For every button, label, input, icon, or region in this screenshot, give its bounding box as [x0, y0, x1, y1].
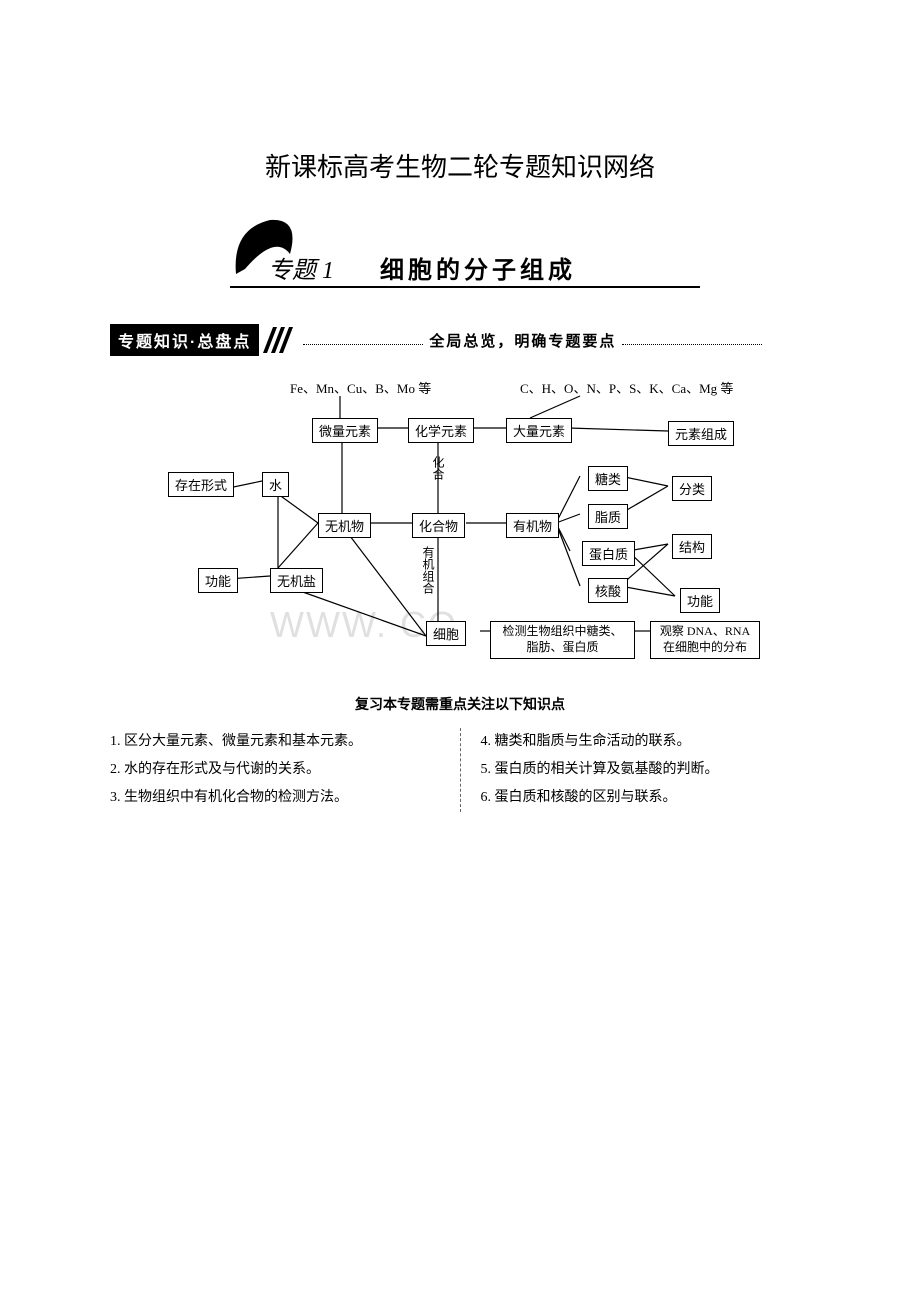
section-tag: 专题知识·总盘点 [110, 324, 259, 356]
node-observe: 观察 DNA、RNA 在细胞中的分布 [650, 621, 760, 658]
topic-header: 专题 1 细胞的分子组成 [230, 214, 810, 294]
point-right-2: 5. 蛋白质的相关计算及氨基酸的判断。 [481, 756, 811, 784]
node-function_l: 功能 [198, 568, 238, 593]
knowledge-points: 1. 区分大量元素、微量元素和基本元素。2. 水的存在形式及与代谢的关系。3. … [110, 728, 810, 812]
node-macro_elem: 大量元素 [506, 418, 572, 443]
section-bar: 专题知识·总盘点 全局总览，明确专题要点 [110, 324, 810, 356]
node-organic: 有机物 [506, 513, 559, 538]
label-macro_examples: C、H、O、N、P、S、K、Ca、Mg 等 [520, 378, 733, 397]
main-title: 新课标高考生物二轮专题知识网络 [110, 147, 810, 184]
topic-underline [230, 286, 700, 288]
points-right-col: 4. 糖类和脂质与生命活动的联系。5. 蛋白质的相关计算及氨基酸的判断。6. 蛋… [460, 728, 811, 812]
node-salt: 无机盐 [270, 568, 323, 593]
node-sugar: 糖类 [588, 466, 628, 491]
node-classify: 分类 [672, 476, 712, 501]
concept-diagram: WWW. COFe、Mn、Cu、B、Mo 等C、H、O、N、P、S、K、Ca、M… [150, 376, 770, 686]
point-right-1: 4. 糖类和脂质与生命活动的联系。 [481, 728, 811, 756]
dotted-left [303, 335, 423, 345]
slashes-icon [263, 327, 297, 353]
diagram-caption: 复习本专题需重点关注以下知识点 [110, 694, 810, 714]
page-container: 新课标高考生物二轮专题知识网络 专题 1 细胞的分子组成 专题知识·总盘点 全局… [0, 0, 920, 812]
node-chem_elem: 化学元素 [408, 418, 474, 443]
point-left-2: 2. 水的存在形式及与代谢的关系。 [110, 756, 440, 784]
node-nucleic: 核酸 [588, 578, 628, 603]
node-exist_form: 存在形式 [168, 472, 234, 497]
points-left-col: 1. 区分大量元素、微量元素和基本元素。2. 水的存在形式及与代谢的关系。3. … [110, 728, 460, 812]
node-water: 水 [262, 472, 289, 497]
node-structure: 结构 [672, 534, 712, 559]
node-detect: 检测生物组织中糖类、脂肪、蛋白质 [490, 621, 635, 658]
node-compound: 化合物 [412, 513, 465, 538]
node-inorganic: 无机物 [318, 513, 371, 538]
node-elem_comp: 元素组成 [668, 421, 734, 446]
node-cell: 细胞 [426, 621, 466, 646]
node-function_r: 功能 [680, 588, 720, 613]
node-protein: 蛋白质 [582, 541, 635, 566]
edge-label-org_combine: 有机组合 [420, 546, 437, 594]
point-left-1: 1. 区分大量元素、微量元素和基本元素。 [110, 728, 440, 756]
label-micro_examples: Fe、Mn、Cu、B、Mo 等 [290, 378, 431, 397]
edge-label-chem_combine: 化合 [430, 456, 447, 480]
node-micro_elem: 微量元素 [312, 418, 378, 443]
topic-number: 专题 1 [268, 250, 334, 285]
dotted-right [622, 335, 762, 345]
node-lipid: 脂质 [588, 504, 628, 529]
point-right-3: 6. 蛋白质和核酸的区别与联系。 [481, 784, 811, 812]
section-subtitle: 全局总览，明确专题要点 [429, 330, 616, 351]
point-left-3: 3. 生物组织中有机化合物的检测方法。 [110, 784, 440, 812]
topic-title: 细胞的分子组成 [380, 250, 576, 285]
